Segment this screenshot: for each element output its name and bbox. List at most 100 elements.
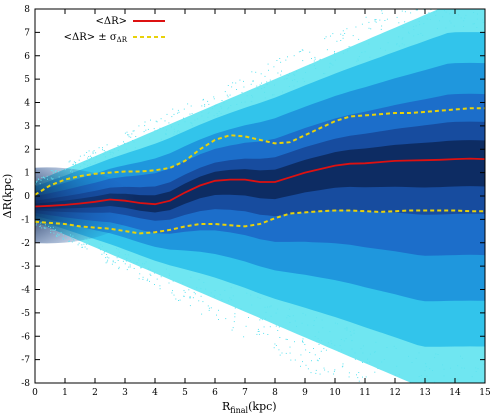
density-dot xyxy=(353,386,354,387)
density-dot xyxy=(280,61,282,63)
density-dot xyxy=(125,148,127,150)
density-dot xyxy=(400,403,401,404)
density-dot xyxy=(177,109,179,111)
density-dot xyxy=(366,361,368,363)
density-dot xyxy=(310,372,312,374)
density-dot xyxy=(125,260,127,262)
density-dot xyxy=(189,297,191,299)
density-dot xyxy=(39,226,41,228)
density-dot xyxy=(104,251,106,253)
density-dot xyxy=(134,147,136,149)
density-dot xyxy=(338,350,340,352)
density-dot xyxy=(436,408,437,409)
density-dot xyxy=(245,325,247,327)
density-dot xyxy=(277,72,279,74)
x-tick-label: 7 xyxy=(242,388,248,398)
density-dot xyxy=(145,129,147,131)
density-dot xyxy=(384,49,386,51)
density-dot xyxy=(305,349,307,351)
density-dot xyxy=(84,238,86,240)
density-dot xyxy=(263,332,265,334)
density-dot xyxy=(404,2,405,3)
density-dot xyxy=(302,49,304,51)
density-dot xyxy=(138,125,140,127)
density-dot xyxy=(324,38,326,40)
x-tick-label: 4 xyxy=(152,388,158,398)
density-dot xyxy=(421,412,422,413)
density-dot xyxy=(313,60,315,62)
density-dot xyxy=(69,160,71,162)
density-dot xyxy=(356,374,357,376)
density-dot xyxy=(234,307,236,309)
density-dot xyxy=(52,172,54,174)
density-dot xyxy=(404,405,405,406)
density-dot xyxy=(144,125,146,127)
density-dot xyxy=(435,10,437,12)
density-dot xyxy=(87,165,89,166)
density-dot xyxy=(309,352,311,353)
density-dot xyxy=(153,128,155,130)
density-dot xyxy=(401,10,403,12)
density-dot xyxy=(365,16,367,18)
density-dot xyxy=(108,257,110,259)
density-dot xyxy=(184,121,186,123)
density-dot xyxy=(354,358,356,360)
density-dot xyxy=(461,367,463,369)
density-dot xyxy=(294,79,296,81)
density-dot xyxy=(418,352,420,354)
density-dot xyxy=(313,348,314,349)
density-dot xyxy=(279,337,281,338)
density-dot xyxy=(325,349,327,351)
density-dot xyxy=(189,113,191,115)
density-dot xyxy=(394,374,396,376)
density-dot xyxy=(41,177,43,178)
x-tick-label: 12 xyxy=(389,388,400,398)
density-dot xyxy=(205,288,207,290)
density-dot xyxy=(118,255,119,257)
density-dot xyxy=(217,115,219,117)
density-dot xyxy=(457,365,459,367)
density-dot xyxy=(266,83,268,85)
density-dot xyxy=(340,40,342,41)
density-dot xyxy=(124,143,126,145)
density-dot xyxy=(317,360,319,362)
density-dot xyxy=(175,298,177,300)
density-dot xyxy=(444,10,445,12)
density-dot xyxy=(208,309,210,311)
density-dot xyxy=(417,383,418,384)
density-dot xyxy=(267,334,269,335)
density-dot xyxy=(234,316,236,318)
density-dot xyxy=(286,74,288,76)
density-dot xyxy=(261,82,262,84)
y-tick-label: 4 xyxy=(24,99,30,109)
density-dot xyxy=(298,51,300,53)
y-tick-label: 2 xyxy=(24,145,30,155)
density-dot xyxy=(278,326,280,328)
density-dot xyxy=(279,354,281,356)
density-dot xyxy=(351,339,353,341)
density-dot xyxy=(334,59,336,61)
density-dot xyxy=(252,96,254,98)
density-dot xyxy=(358,398,359,399)
density-dot xyxy=(235,82,237,84)
density-dot xyxy=(105,262,107,264)
density-dot xyxy=(81,246,83,248)
density-dot xyxy=(91,156,92,158)
density-dot xyxy=(173,113,175,115)
density-dot xyxy=(75,164,77,166)
density-dot xyxy=(178,111,180,113)
density-dot xyxy=(191,125,193,127)
density-level xyxy=(35,140,485,213)
density-dot xyxy=(117,260,119,261)
density-dot xyxy=(384,20,386,21)
density-dot xyxy=(436,28,438,30)
density-dot xyxy=(380,47,381,49)
density-dot xyxy=(228,107,230,109)
density-dot xyxy=(463,26,464,27)
density-dot xyxy=(156,121,158,123)
density-dot xyxy=(396,2,397,3)
density-dot xyxy=(236,103,238,105)
density-dot xyxy=(317,338,319,340)
density-dot xyxy=(323,367,325,369)
density-dot xyxy=(374,20,376,22)
